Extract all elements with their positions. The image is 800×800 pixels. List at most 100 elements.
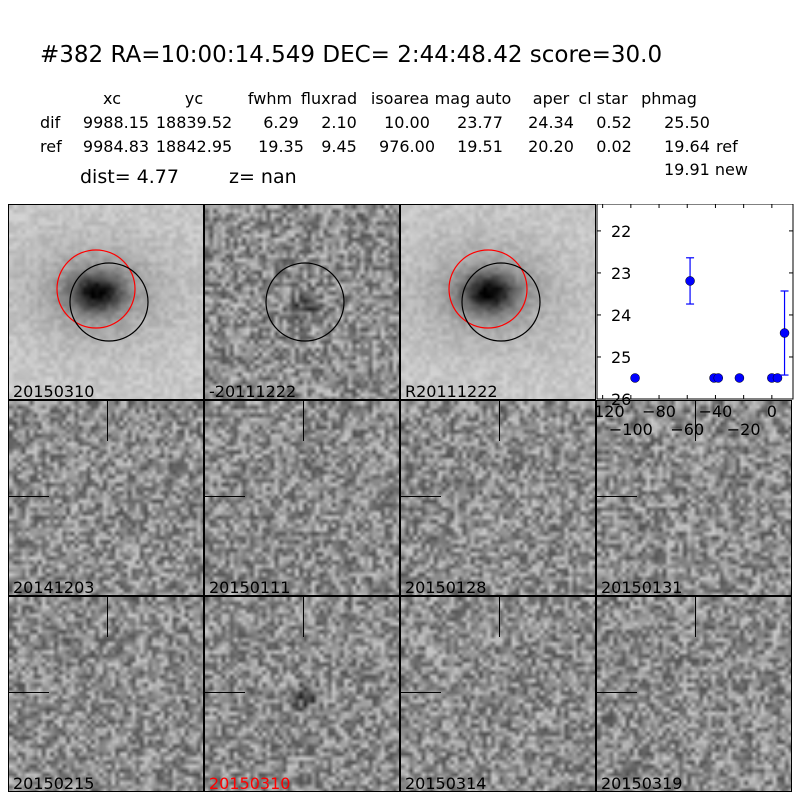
z-value: z= nan: [229, 166, 297, 188]
black-circle-marker: [461, 262, 541, 342]
crosshair-vertical: [695, 597, 696, 637]
stamp-date-label: 20150215: [13, 774, 95, 792]
crosshair-horizontal: [401, 692, 441, 693]
table-cell: 6.29: [263, 113, 299, 132]
table-cell: 976.00: [379, 137, 435, 156]
crosshair-vertical: [499, 401, 500, 441]
column-header: aper: [532, 89, 570, 108]
stamp-image: [205, 401, 399, 595]
table-cell: 25.50: [664, 113, 710, 132]
table-cell: 18842.95: [155, 137, 233, 156]
figure-title: #382 RA=10:00:14.549 DEC= 2:44:48.42 sco…: [40, 42, 663, 68]
stamp-image: [9, 597, 203, 791]
x-tick-label: −60: [670, 420, 704, 439]
column-header: yc: [184, 89, 204, 108]
stamp-image: [401, 401, 595, 595]
image-stamp: 20150131: [596, 400, 792, 596]
table-cell: 18839.52: [155, 113, 233, 132]
x-tick-label: 0: [767, 402, 777, 421]
data-point: [685, 276, 695, 286]
image-stamp: 20150314: [400, 596, 596, 792]
image-stamp: 20150215: [8, 596, 204, 792]
data-point: [779, 328, 790, 338]
column-header: isoarea: [370, 89, 430, 108]
light-curve-chart: −120−100−80−60−40−20 0 22 23 24 25 26: [596, 204, 794, 439]
stamp-date-label: R20111222: [405, 382, 498, 400]
table-cell: 9988.15: [82, 113, 150, 132]
image-stamp: 20150310: [204, 596, 400, 792]
new-phmag: 19.91 new: [664, 160, 748, 179]
stamp-date-label: 20150319: [601, 774, 683, 792]
x-tick-label: −40: [699, 402, 733, 421]
stamp-date-label: 20150314: [405, 774, 487, 792]
crosshair-horizontal: [597, 496, 637, 497]
x-tick-label: −100: [609, 420, 653, 439]
image-stamp: 20150111: [204, 400, 400, 596]
table-cell: 19.51: [457, 137, 503, 156]
table-cell: 0.52: [596, 113, 632, 132]
stamp-image: [597, 401, 791, 595]
stamp-image: [9, 205, 203, 399]
column-header: mag auto: [434, 89, 512, 108]
circle-overlay: [448, 249, 541, 342]
x-tick-label: −80: [642, 402, 676, 421]
crosshair-vertical: [107, 597, 108, 637]
stamp-date-label: 20141203: [13, 578, 95, 596]
stamp-image: [205, 597, 399, 791]
table-cell: 10.00: [384, 113, 430, 132]
black-circle-marker: [265, 262, 345, 342]
data-point: [772, 373, 783, 383]
column-header: phmag: [641, 89, 697, 108]
row-label: dif: [40, 113, 61, 132]
crosshair-vertical: [499, 597, 500, 637]
crosshair-vertical: [303, 597, 304, 637]
crosshair-horizontal: [205, 496, 245, 497]
image-stamp: R20111222: [400, 204, 596, 400]
row-label: ref: [40, 137, 62, 156]
table-cell: 0.02: [596, 137, 632, 156]
column-header: cl star: [578, 89, 628, 108]
table-cell: 19.64: [664, 137, 710, 156]
stamp-image: [597, 597, 791, 791]
crosshair-vertical: [695, 401, 696, 441]
image-stamp: 20150128: [400, 400, 596, 596]
stamp-date-label: 20150131: [601, 578, 683, 596]
image-stamp: 20150319: [596, 596, 792, 792]
red-circle-marker: [448, 249, 528, 329]
circle-overlay: [265, 262, 345, 342]
crosshair-horizontal: [9, 692, 49, 693]
crosshair-horizontal: [597, 692, 637, 693]
table-cell: 24.34: [528, 113, 574, 132]
x-tick-label: −20: [727, 420, 761, 439]
column-header: fluxrad: [300, 89, 358, 108]
stamp-date-label: 20150310: [13, 382, 95, 400]
x-tick-label: −120: [596, 402, 625, 421]
stamp-date-label: 20150128: [405, 578, 487, 596]
crosshair-vertical: [107, 401, 108, 441]
table-cell: 23.77: [457, 113, 503, 132]
table-cell: 9984.83: [82, 137, 150, 156]
image-stamp: 20150310: [8, 204, 204, 400]
data-point: [734, 373, 745, 383]
image-stamp: -20111222: [204, 204, 400, 400]
row-extra: ref: [716, 137, 738, 156]
circle-overlay: [56, 249, 149, 342]
stamp-image: [401, 597, 595, 791]
red-circle-marker: [56, 249, 136, 329]
column-header: xc: [103, 89, 121, 108]
stamp-image: [9, 401, 203, 595]
y-tick-label: 23: [611, 264, 631, 283]
black-circle-marker: [69, 262, 149, 342]
crosshair-horizontal: [9, 496, 49, 497]
crosshair-horizontal: [401, 496, 441, 497]
stamp-date-label: 20150310: [209, 774, 291, 792]
column-header: fwhm: [247, 89, 293, 108]
dist-value: dist= 4.77: [80, 166, 179, 188]
stamp-date-label: -20111222: [209, 382, 297, 400]
stamp-image: [401, 205, 595, 399]
y-tick-label: 22: [611, 222, 631, 241]
table-cell: 20.20: [528, 137, 574, 156]
data-point: [630, 373, 640, 383]
data-point: [713, 373, 724, 383]
y-tick-label: 26: [611, 390, 631, 409]
